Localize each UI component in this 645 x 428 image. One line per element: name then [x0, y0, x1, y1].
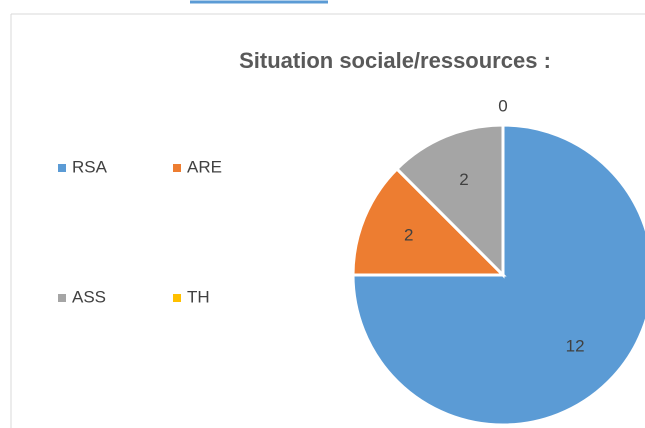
legend-label: ARE: [187, 157, 222, 176]
legend-label: RSA: [72, 157, 108, 176]
data-label: 2: [459, 170, 468, 189]
pie-slice: [351, 166, 507, 277]
pie-slice: [394, 123, 505, 279]
data-label: 0: [498, 96, 507, 115]
legend-label: TH: [187, 287, 210, 306]
legend-swatch: [58, 164, 66, 172]
legend-swatch: [173, 294, 181, 302]
chart-title: Situation sociale/ressources :: [239, 48, 551, 73]
pie-slice: [351, 123, 645, 427]
legend-swatch: [173, 164, 181, 172]
data-label: 2: [404, 225, 413, 244]
legend-swatch: [58, 294, 66, 302]
legend-label: ASS: [72, 287, 106, 306]
data-label: 12: [566, 337, 585, 356]
